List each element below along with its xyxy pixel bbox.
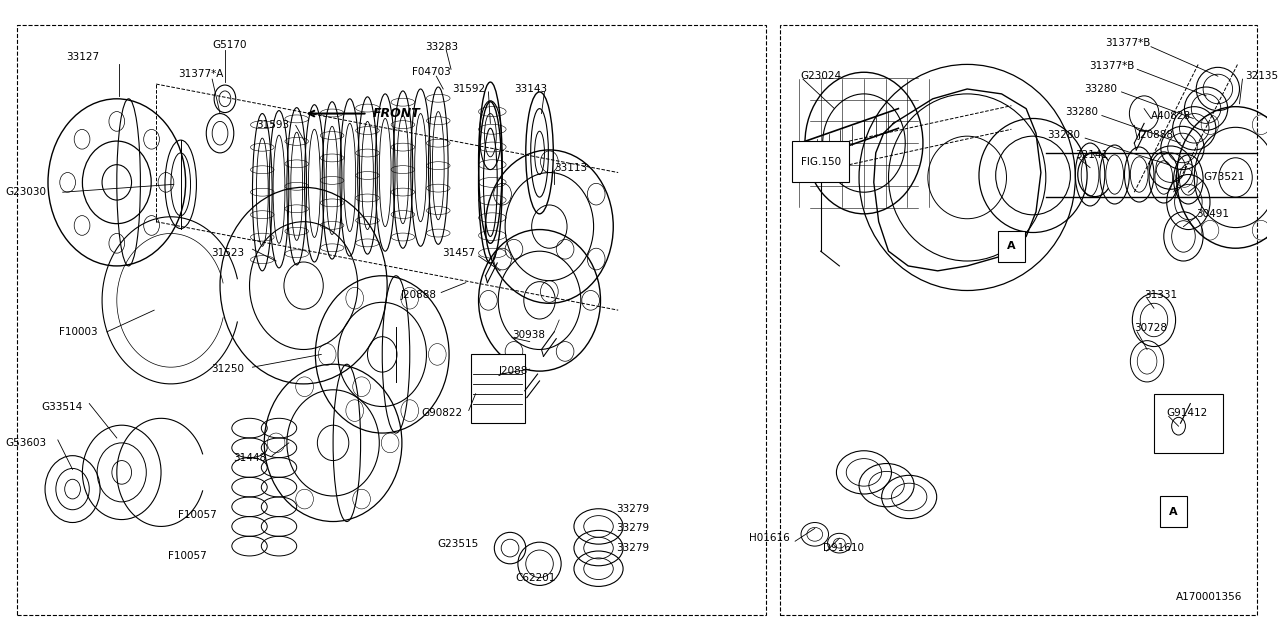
Text: G91412: G91412 (1167, 408, 1208, 419)
Text: 33127: 33127 (65, 52, 99, 61)
Text: 31457: 31457 (443, 248, 476, 258)
Text: G53603: G53603 (5, 438, 46, 448)
Text: F10057: F10057 (169, 551, 207, 561)
Text: 33280: 33280 (1084, 84, 1117, 94)
Text: F10057: F10057 (178, 509, 218, 520)
Text: 31523: 31523 (211, 248, 244, 258)
Text: F10003: F10003 (59, 327, 97, 337)
Text: FIG.150: FIG.150 (800, 157, 841, 167)
Text: 32135: 32135 (1245, 71, 1279, 81)
Text: 33280: 33280 (1047, 130, 1080, 140)
Text: F04703: F04703 (412, 67, 451, 77)
Text: 31592: 31592 (452, 84, 485, 94)
Text: G23030: G23030 (5, 187, 46, 197)
Bar (471, 355, 525, 423)
Text: A40828: A40828 (1151, 111, 1192, 120)
Text: A: A (1007, 241, 1016, 252)
Text: H01616: H01616 (750, 533, 790, 543)
Text: G23515: G23515 (438, 539, 479, 549)
Text: 31593: 31593 (256, 120, 289, 131)
Bar (17, 25, 765, 615)
Text: 33279: 33279 (616, 543, 649, 553)
Bar (997, 230, 1025, 262)
Text: FRONT: FRONT (372, 107, 420, 120)
Text: G5170: G5170 (212, 40, 247, 50)
Text: D91610: D91610 (823, 543, 864, 553)
Text: G33514: G33514 (41, 401, 82, 412)
Text: 31377*B: 31377*B (1106, 38, 1151, 48)
Text: 31331: 31331 (1144, 291, 1178, 300)
Text: 33143: 33143 (515, 84, 548, 94)
Text: C62201: C62201 (515, 573, 556, 582)
Text: J2088: J2088 (498, 366, 527, 376)
Text: 30938: 30938 (512, 330, 545, 340)
Text: 31377*B: 31377*B (1089, 61, 1134, 72)
Bar (792, 141, 849, 182)
Text: 31448: 31448 (233, 452, 266, 463)
Text: 31250: 31250 (211, 364, 244, 374)
Text: 32141: 32141 (1075, 150, 1108, 160)
Text: G23024: G23024 (800, 71, 841, 81)
Text: J20888: J20888 (401, 291, 436, 300)
Text: A: A (1170, 507, 1178, 516)
Text: 33279: 33279 (616, 504, 649, 514)
Text: J20888: J20888 (1137, 130, 1174, 140)
Bar (1160, 496, 1188, 527)
Text: 33279: 33279 (616, 524, 649, 533)
Text: 33280: 33280 (1065, 107, 1098, 116)
Bar (1155, 394, 1222, 452)
Text: A170001356: A170001356 (1176, 592, 1243, 602)
Text: 33113: 33113 (554, 163, 588, 173)
Text: G73521: G73521 (1203, 172, 1244, 182)
Bar (781, 25, 1257, 615)
Text: 30728: 30728 (1134, 323, 1167, 333)
Text: G90822: G90822 (421, 408, 463, 419)
Text: 33283: 33283 (425, 42, 458, 52)
Text: 30491: 30491 (1197, 209, 1229, 219)
Text: 31377*A: 31377*A (178, 69, 223, 79)
